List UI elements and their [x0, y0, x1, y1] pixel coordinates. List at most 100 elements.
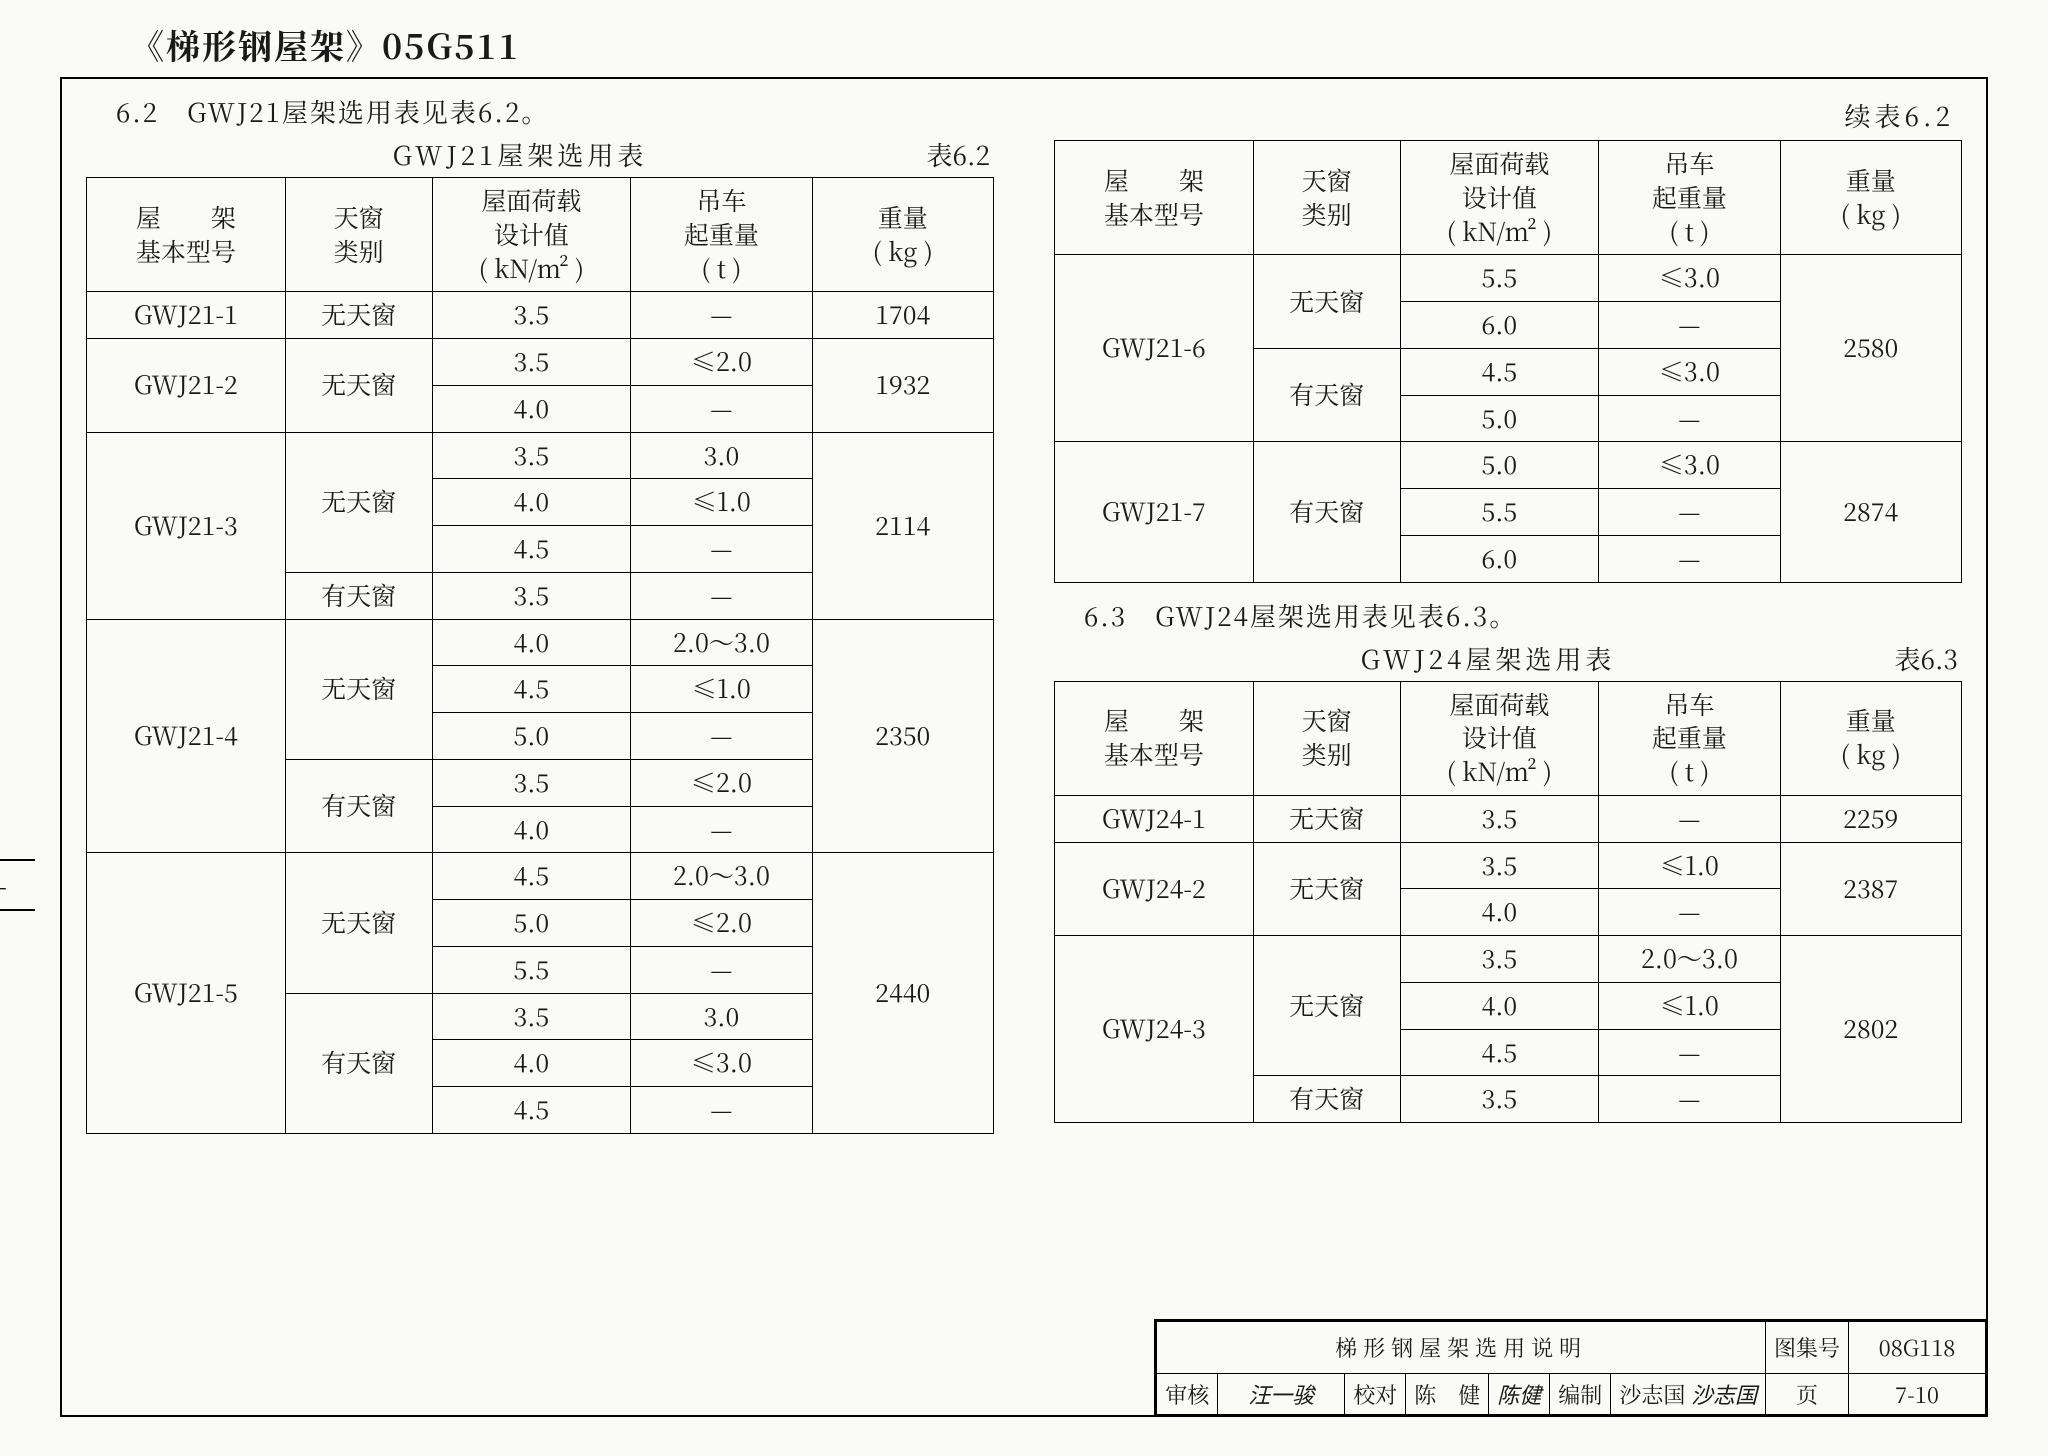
- cell-skylight: 无天窗: [1253, 255, 1400, 349]
- cell-load: 3.5: [432, 993, 631, 1040]
- cell-weight: 2259: [1780, 795, 1961, 842]
- cell-crane: 2.0～3.0: [1599, 936, 1780, 983]
- cell-load: 3.5: [1400, 842, 1599, 889]
- cell-crane: ≤3.0: [1599, 348, 1780, 395]
- cell-model: GWJ21-5: [87, 853, 286, 1134]
- cell-load: 3.5: [1400, 1076, 1599, 1123]
- table-row: GWJ21-5无天窗4.52.0～3.02440: [87, 853, 994, 900]
- cell-model: GWJ24-1: [1055, 795, 1254, 842]
- cell-weight: 2114: [812, 432, 993, 619]
- table-row: GWJ24-3无天窗3.52.0～3.02802: [1055, 936, 1962, 983]
- cell-weight: 2440: [812, 853, 993, 1134]
- cell-load: 4.5: [432, 526, 631, 573]
- cell-load: 4.0: [432, 806, 631, 853]
- cell-load: 6.0: [1400, 302, 1599, 349]
- cell-crane: 3.0: [631, 432, 812, 479]
- cell-load: 5.5: [432, 946, 631, 993]
- cell-crane: —: [631, 572, 812, 619]
- cell-skylight: 无天窗: [285, 432, 432, 572]
- cell-load: 5.0: [1400, 442, 1599, 489]
- left-column: 6.2 GWJ21屋架选用表见表6.2。 GWJ21屋架选用表 表6.2 屋 架…: [86, 93, 994, 1134]
- table-row: GWJ21-2无天窗3.5≤2.01932: [87, 339, 994, 386]
- continued-label: 续表6.2: [1054, 97, 1954, 134]
- cell-crane: ≤3.0: [1599, 442, 1780, 489]
- table-row: GWJ21-1无天窗3.5—1704: [87, 292, 994, 339]
- table-6-2-caption: GWJ21屋架选用表 表6.2: [90, 136, 990, 173]
- cell-skylight: 无天窗: [285, 853, 432, 993]
- cell-model: GWJ24-2: [1055, 842, 1254, 936]
- table-header-cell: 屋 架基本型号: [1055, 141, 1254, 255]
- cell-skylight: 无天窗: [1253, 936, 1400, 1076]
- cell-load: 5.0: [1400, 395, 1599, 442]
- cell-crane: ≤1.0: [1599, 982, 1780, 1029]
- cell-load: 5.5: [1400, 255, 1599, 302]
- cell-load: 4.5: [432, 853, 631, 900]
- cell-weight: 2802: [1780, 936, 1961, 1123]
- cell-crane: —: [1599, 1076, 1780, 1123]
- table-header-cell: 吊车起重量( t ): [631, 178, 812, 292]
- titleblock-review-sig: 汪一骏: [1218, 1374, 1345, 1415]
- cell-load: 5.0: [432, 713, 631, 760]
- cell-load: 4.5: [432, 1087, 631, 1134]
- cell-skylight: 有天窗: [1253, 442, 1400, 582]
- cell-load: 6.0: [1400, 535, 1599, 582]
- cell-weight: 2350: [812, 619, 993, 853]
- cell-skylight: 无天窗: [285, 292, 432, 339]
- titleblock-page-value: 7-10: [1849, 1374, 1986, 1415]
- cell-crane: —: [631, 1087, 812, 1134]
- cell-model: GWJ21-3: [87, 432, 286, 619]
- section-6-2-heading: 6.2 GWJ21屋架选用表见表6.2。: [116, 93, 994, 130]
- titleblock-check-name: 陈 健: [1406, 1374, 1489, 1415]
- cell-load: 4.5: [1400, 348, 1599, 395]
- titleblock-check-sig: 陈健: [1489, 1374, 1550, 1415]
- table-header-cell: 屋面荷载设计值( kN/m² ): [432, 178, 631, 292]
- cell-crane: —: [631, 806, 812, 853]
- cell-crane: —: [631, 292, 812, 339]
- cell-load: 3.5: [432, 432, 631, 479]
- cell-load: 4.0: [432, 1040, 631, 1087]
- titleblock-check-label: 校对: [1345, 1374, 1406, 1415]
- table-6-2-title: GWJ21屋架选用表: [170, 136, 870, 173]
- titleblock-compile-label: 编制: [1550, 1374, 1611, 1415]
- cell-crane: ≤2.0: [631, 900, 812, 947]
- cell-crane: —: [1599, 1029, 1780, 1076]
- side-tab: 7-: [0, 859, 35, 911]
- cell-load: 3.5: [1400, 936, 1599, 983]
- section-6-3-heading: 6.3 GWJ24屋架选用表见表6.3。: [1084, 597, 1962, 634]
- table-6-2-continued: 屋 架基本型号天窗类别屋面荷载设计值( kN/m² )吊车起重量( t )重量(…: [1054, 140, 1962, 583]
- cell-crane: ≤3.0: [631, 1040, 812, 1087]
- cell-load: 4.0: [1400, 889, 1599, 936]
- cell-load: 3.5: [432, 339, 631, 386]
- cell-skylight: 无天窗: [285, 619, 432, 759]
- cell-crane: ≤1.0: [631, 479, 812, 526]
- right-column: 续表6.2 屋 架基本型号天窗类别屋面荷载设计值( kN/m² )吊车起重量( …: [1054, 93, 1962, 1134]
- cell-crane: ≤1.0: [631, 666, 812, 713]
- titleblock-set-value: 08G118: [1849, 1322, 1986, 1374]
- table-row: GWJ24-1无天窗3.5—2259: [1055, 795, 1962, 842]
- table-6-3-number: 表6.3: [1838, 640, 1958, 677]
- table-header-cell: 重量( kg ): [1780, 681, 1961, 795]
- cell-model: GWJ21-6: [1055, 255, 1254, 442]
- cell-weight: 2580: [1780, 255, 1961, 442]
- cell-skylight: 无天窗: [1253, 842, 1400, 936]
- table-6-2-number: 表6.2: [870, 136, 990, 173]
- table-6-3-title: GWJ24屋架选用表: [1138, 640, 1838, 677]
- cell-model: GWJ21-4: [87, 619, 286, 853]
- cell-skylight: 有天窗: [285, 759, 432, 853]
- cell-crane: 2.0～3.0: [631, 619, 812, 666]
- table-row: GWJ21-7有天窗5.0≤3.02874: [1055, 442, 1962, 489]
- cell-skylight: 无天窗: [1253, 795, 1400, 842]
- table-header-cell: 重量( kg ): [1780, 141, 1961, 255]
- cell-load: 3.5: [432, 759, 631, 806]
- titleblock-main: 梯形钢屋架选用说明: [1157, 1322, 1766, 1374]
- cell-model: GWJ21-2: [87, 339, 286, 433]
- document-title: 《梯形钢屋架》05G511: [130, 20, 1988, 69]
- cell-skylight: 有天窗: [285, 572, 432, 619]
- cell-crane: —: [1599, 395, 1780, 442]
- table-row: GWJ21-6无天窗5.5≤3.02580: [1055, 255, 1962, 302]
- cell-skylight: 有天窗: [1253, 1076, 1400, 1123]
- table-header-cell: 屋 架基本型号: [1055, 681, 1254, 795]
- cell-crane: —: [631, 713, 812, 760]
- cell-crane: —: [631, 946, 812, 993]
- cell-crane: 3.0: [631, 993, 812, 1040]
